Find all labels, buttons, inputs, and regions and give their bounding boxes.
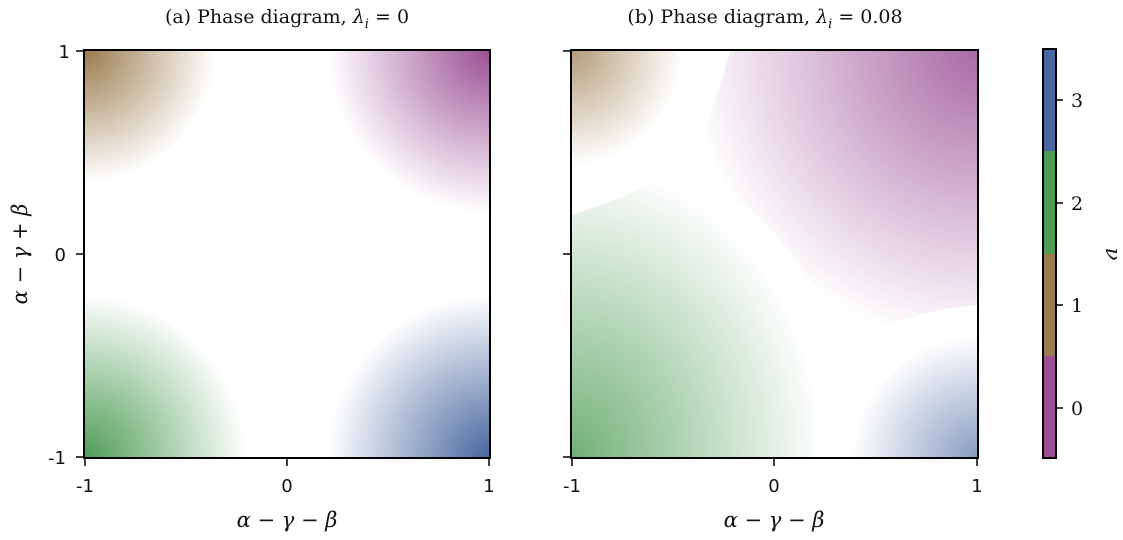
panel-a-ytick-label: -1 <box>48 448 66 469</box>
colorbar-ticks <box>1056 99 1063 409</box>
panel-b-xlabel: α − γ − β <box>724 508 825 532</box>
panel-b-xtick-label: 1 <box>971 476 982 497</box>
panel-a-xticks <box>84 458 490 466</box>
panel-b-region-nu-0 <box>690 50 978 345</box>
panel-b-xtick-label: -1 <box>563 476 581 497</box>
panel-a: (a) Phase diagram, λi = 0 1 0 -1 <box>8 6 495 532</box>
panel-b-xticks <box>571 458 978 466</box>
panel-b-heatmap <box>571 50 978 458</box>
panel-b-yticks <box>563 50 571 458</box>
panel-a-region-nu-2 <box>84 254 287 458</box>
colorbar-tick-label: 2 <box>1071 193 1083 215</box>
panel-a-ytick-label: 0 <box>55 245 66 266</box>
colorbar-segment-nu-1 <box>1043 254 1056 356</box>
panel-a-heatmap <box>84 50 490 458</box>
colorbar-frame <box>1042 48 1057 459</box>
panel-a-xtick-label: 1 <box>483 476 494 497</box>
panel-a-ylabel: α − γ + β <box>8 204 32 305</box>
panel-a-xtick-label: 0 <box>281 476 292 497</box>
panel-a-region-nu-1 <box>84 50 287 254</box>
colorbar-segment-nu-3 <box>1043 49 1056 151</box>
panel-a-xtick-label: -1 <box>76 476 94 497</box>
colorbar-label: ν <box>1101 248 1123 261</box>
panel-b: (b) Phase diagram, λi = 0.08 -1 0 1 <box>563 6 983 532</box>
colorbar-tick-label: 3 <box>1071 90 1083 112</box>
colorbar-tick-label: 1 <box>1071 295 1083 317</box>
colorbar-segment-nu-2 <box>1043 151 1056 254</box>
panel-a-ytick-label: 1 <box>59 42 70 63</box>
panel-a-region-nu-0 <box>287 50 490 254</box>
colorbar: 3 2 1 0 ν <box>1042 48 1123 459</box>
panel-a-region-nu-3 <box>287 254 490 458</box>
panel-b-region-nu-2 <box>571 160 824 458</box>
panel-b-xtick-label: 0 <box>768 476 779 497</box>
panel-a-xlabel: α − γ − β <box>237 508 338 532</box>
panel-a-title: (a) Phase diagram, λi = 0 <box>165 6 409 32</box>
panel-b-region-nu-3 <box>820 305 978 458</box>
panel-b-title: (b) Phase diagram, λi = 0.08 <box>627 6 902 32</box>
colorbar-segment-nu-0 <box>1043 356 1056 458</box>
panel-b-region-nu-1 <box>571 50 730 215</box>
panel-a-yticks <box>76 50 84 458</box>
colorbar-tick-label: 0 <box>1071 398 1083 420</box>
